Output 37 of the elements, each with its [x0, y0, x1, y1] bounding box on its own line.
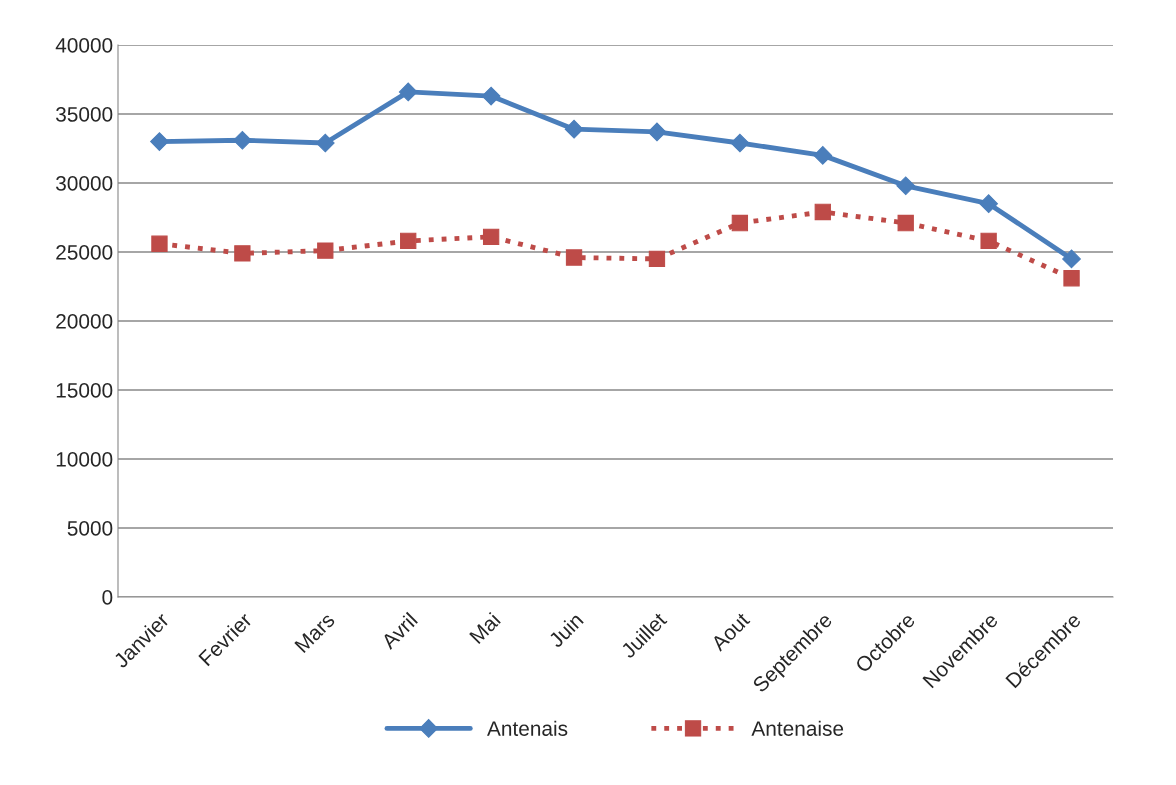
y-tick-label: 40000	[55, 38, 113, 53]
point	[979, 194, 998, 214]
point	[814, 203, 831, 221]
point	[897, 214, 914, 232]
y-tick-label: 10000	[56, 452, 113, 467]
point	[564, 119, 584, 139]
y-tick-label: 25000	[56, 245, 113, 260]
point	[317, 242, 334, 259]
point	[647, 122, 667, 142]
point	[150, 132, 169, 151]
point	[730, 133, 750, 153]
point	[234, 245, 251, 262]
point	[233, 130, 252, 150]
legend-label: Antenaise	[751, 720, 844, 736]
point	[731, 214, 749, 232]
y-tick-label: 30000	[56, 176, 113, 191]
point	[813, 146, 833, 165]
y-tick-label: 15000	[56, 383, 113, 398]
point	[482, 228, 500, 245]
point	[1063, 270, 1080, 287]
x-tick-label: Mai	[468, 611, 501, 645]
y-tick-label: 5000	[67, 521, 113, 536]
point	[398, 82, 418, 102]
point	[648, 250, 666, 268]
x-tick-label: Juin	[547, 611, 584, 649]
point	[565, 249, 583, 266]
point	[980, 232, 997, 250]
y-tick-label: 0	[102, 590, 113, 605]
point	[481, 86, 501, 106]
y-tick-label: 20000	[56, 314, 113, 329]
point	[151, 235, 168, 252]
legend-label: Antenais	[487, 720, 568, 736]
point	[400, 232, 417, 250]
y-tick-label: 35000	[56, 107, 113, 122]
point	[315, 133, 335, 153]
point	[1062, 249, 1081, 269]
point	[896, 176, 916, 196]
